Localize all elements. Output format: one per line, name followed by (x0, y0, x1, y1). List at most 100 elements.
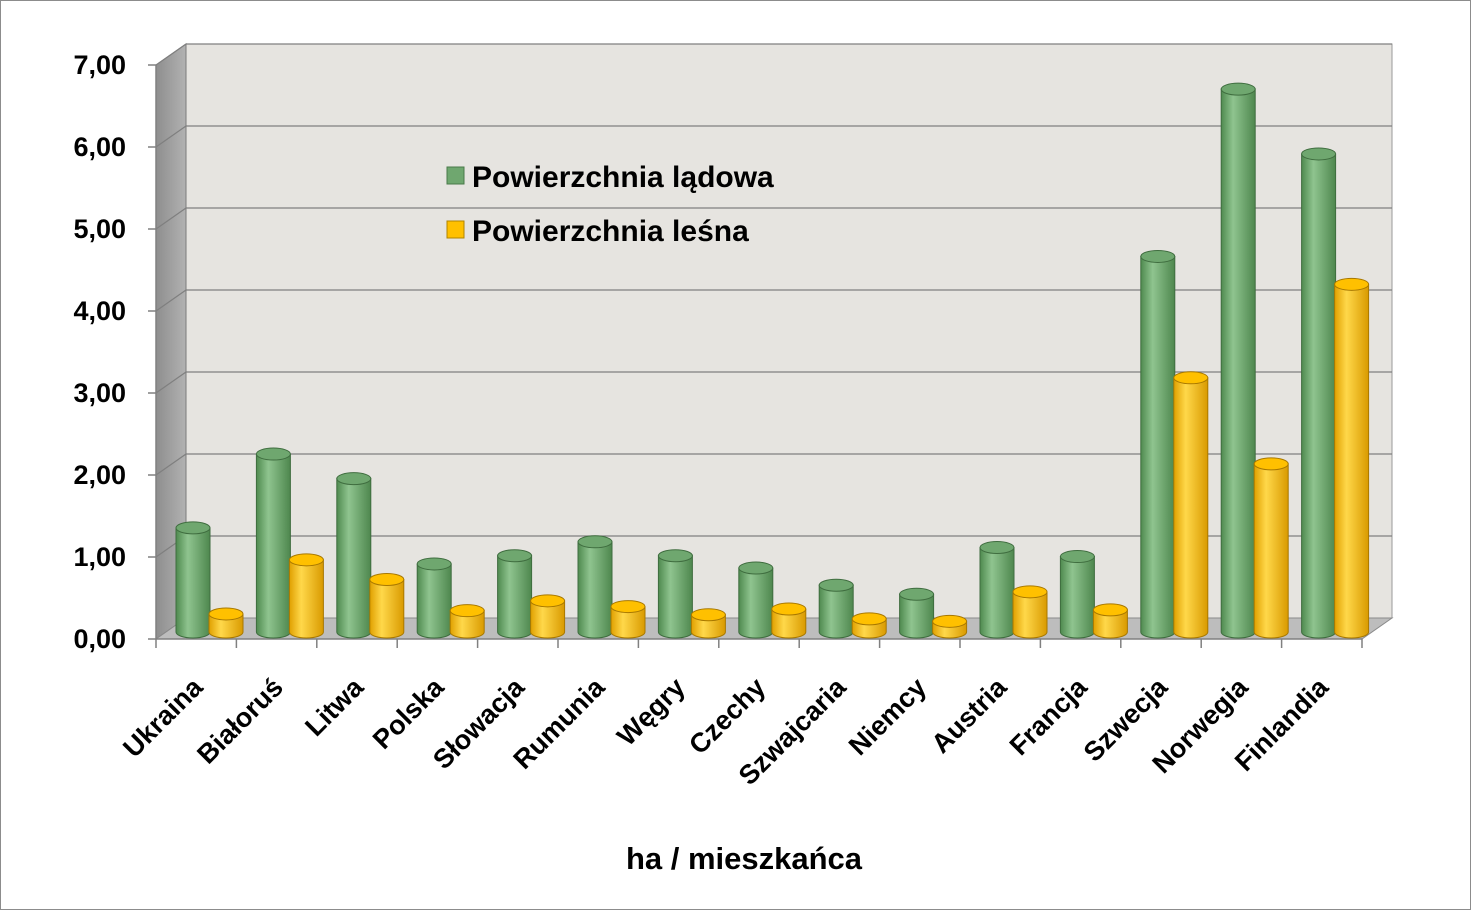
bar-body (1220, 88, 1256, 639)
bar-land (899, 587, 935, 639)
bar-land (1301, 147, 1337, 639)
gridline-side (155, 43, 187, 66)
y-axis: 0,00 1,00 2,00 3,00 4,00 5,00 6,00 7,00 (73, 50, 157, 654)
gridline-side (155, 289, 187, 312)
legend-label-land: Powierzchnia lądowa (472, 161, 774, 194)
bar-top (1173, 371, 1209, 385)
bar-body (449, 610, 485, 639)
bar-body (1092, 609, 1128, 639)
gridline-side (155, 125, 187, 148)
bar-forest (932, 614, 968, 639)
bar-top (738, 561, 774, 575)
bar-forest (530, 594, 566, 639)
bar-top (851, 612, 887, 626)
bar-top (255, 447, 291, 461)
bar-top (369, 573, 405, 587)
legend-label-forest: Powierzchnia leśna (472, 215, 749, 248)
bar-top (530, 594, 566, 608)
legend-item-forest: Powierzchnia leśna (446, 215, 749, 248)
bar-land (175, 521, 211, 639)
gridline-side (155, 453, 187, 476)
y-tick-label: 3,00 (73, 378, 126, 408)
bar-top (771, 602, 807, 616)
bar-land (255, 447, 291, 639)
bar-top (288, 553, 324, 567)
bar-body (771, 608, 807, 639)
bar-body (610, 606, 646, 639)
bar-body (1173, 377, 1209, 639)
bar-land (818, 578, 854, 639)
bar-land (336, 472, 372, 639)
y-tick-label: 7,00 (73, 50, 126, 80)
legend-swatch-forest (446, 220, 465, 239)
bar-land (577, 535, 613, 639)
bar-body (336, 478, 372, 639)
bar-body (255, 453, 291, 639)
bar-top (497, 549, 533, 563)
bar-forest (1334, 277, 1370, 639)
bars (175, 82, 1370, 639)
bar-top (932, 614, 968, 628)
y-tick-label: 5,00 (73, 214, 126, 244)
x-tick-label: Niemcy (843, 672, 932, 761)
bar-body (497, 555, 533, 639)
bar-body (1301, 153, 1337, 639)
bar-body (1012, 591, 1048, 639)
bar-body (738, 567, 774, 639)
bar-land (1140, 249, 1176, 639)
bar-forest (449, 604, 485, 639)
y-tick-label: 2,00 (73, 460, 126, 490)
legend: Powierzchnia lądowa Powierzchnia leśna (446, 161, 774, 248)
bar-top (1334, 277, 1370, 291)
bar-body (208, 613, 244, 639)
bar-land (979, 541, 1015, 639)
bar-body (530, 600, 566, 639)
bar-body (1059, 556, 1095, 639)
bar-top (336, 472, 372, 486)
bar-body (690, 614, 726, 639)
bar-top (899, 587, 935, 601)
bar-body (1334, 283, 1370, 639)
bar-top (610, 600, 646, 614)
bar-top (416, 557, 452, 571)
bar-body (818, 584, 854, 639)
bar-forest (1092, 603, 1128, 639)
bar-body (1253, 463, 1289, 639)
bar-land (657, 549, 693, 639)
x-tick-label: Węgry (611, 672, 691, 752)
bar-top (1059, 550, 1095, 564)
bar-forest (690, 608, 726, 639)
x-tick-label: Austria (925, 671, 1013, 759)
bar-body (657, 555, 693, 639)
bar-forest (610, 600, 646, 639)
bar-forest (771, 602, 807, 639)
bar-top (577, 535, 613, 549)
bar-top (1012, 585, 1048, 599)
bar-forest (1012, 585, 1048, 639)
bar-land (1059, 550, 1095, 639)
bar-land (738, 561, 774, 639)
bar-top (1140, 249, 1176, 263)
bar-land (497, 549, 533, 639)
gridline-side (155, 371, 187, 394)
bar-top (1220, 82, 1256, 96)
bar-forest (369, 573, 405, 639)
bar-top (979, 541, 1015, 555)
y-tick-label: 4,00 (73, 296, 126, 326)
bar-body (175, 527, 211, 639)
bar-body (369, 579, 405, 639)
bar-land (1220, 82, 1256, 639)
x-axis-title: ha / mieszkańca (626, 841, 863, 876)
legend-swatch-land (446, 166, 465, 185)
bar-body (979, 547, 1015, 639)
bar-forest (288, 553, 324, 639)
bar-top (449, 604, 485, 618)
bar-body (416, 563, 452, 639)
bar-forest (851, 612, 887, 639)
bar-forest (208, 607, 244, 639)
bar-top (175, 521, 211, 535)
bar-top (1253, 457, 1289, 471)
y-tick-label: 0,00 (73, 624, 126, 654)
